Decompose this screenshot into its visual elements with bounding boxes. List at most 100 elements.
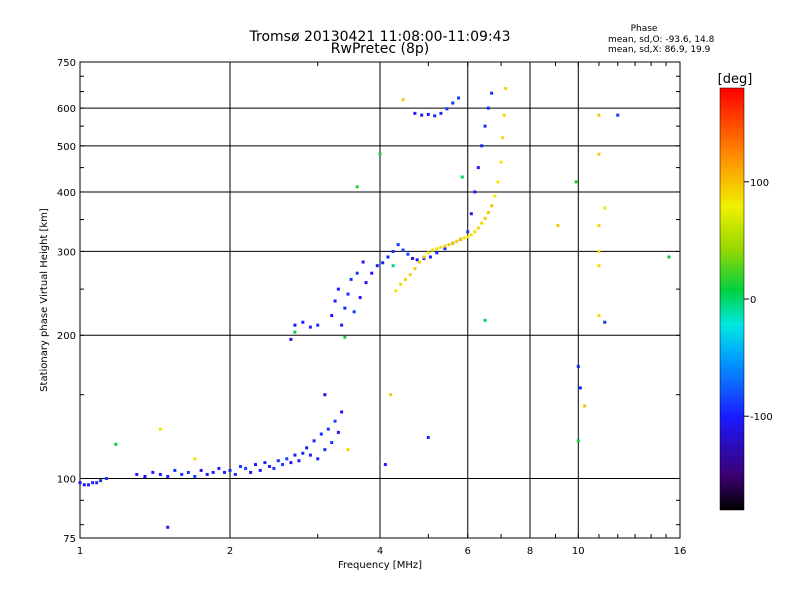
x-tick-label: 8 <box>527 546 533 557</box>
x-tick-label: 10 <box>572 546 585 557</box>
data-point <box>205 472 209 476</box>
data-point <box>486 106 490 110</box>
data-point <box>233 472 237 476</box>
data-point <box>391 249 395 253</box>
data-point <box>603 206 607 210</box>
data-point <box>389 393 393 397</box>
data-point <box>597 264 601 268</box>
data-point <box>95 481 99 485</box>
grid-lines <box>80 62 680 538</box>
data-point <box>375 264 379 268</box>
data-point <box>556 224 560 228</box>
data-point <box>343 306 347 310</box>
data-point <box>426 112 430 116</box>
data-point <box>364 281 368 285</box>
data-point <box>420 113 424 117</box>
data-point <box>413 111 417 115</box>
data-point <box>355 271 359 275</box>
data-point <box>346 448 350 452</box>
data-point <box>151 470 155 474</box>
chart-title: Tromsø 20130421 11:08:00-11:09:43 <box>249 29 511 45</box>
y-tick-label: 100 <box>57 475 76 486</box>
data-point <box>253 463 257 467</box>
y-tick-label: 300 <box>57 247 76 258</box>
data-point <box>173 468 177 472</box>
x-tick-label: 2 <box>227 546 233 557</box>
data-point <box>394 289 398 293</box>
data-point <box>78 481 82 485</box>
data-point <box>82 483 86 487</box>
data-point <box>490 204 494 208</box>
data-point <box>193 457 197 461</box>
data-point <box>616 113 620 117</box>
data-point <box>458 237 462 241</box>
data-point <box>285 457 289 461</box>
y-tick-label: 600 <box>57 104 76 115</box>
data-point <box>411 256 415 260</box>
data-point <box>574 180 578 184</box>
data-points <box>78 86 671 529</box>
data-point <box>308 325 312 329</box>
chart-subtitle: RwPretec (8p) <box>331 41 429 57</box>
data-point <box>267 464 271 468</box>
data-point <box>186 470 190 474</box>
data-point <box>597 249 601 253</box>
data-point <box>352 310 356 314</box>
data-point <box>358 296 362 300</box>
data-point <box>114 442 118 446</box>
data-point <box>422 255 426 259</box>
phase-stats: Phase mean, sd,O: -93.6, 14.8 mean, sd,X… <box>608 24 715 55</box>
data-point <box>104 477 108 481</box>
data-point <box>330 314 334 318</box>
data-point <box>301 451 305 455</box>
data-point <box>476 226 480 230</box>
y-tick-label: 200 <box>57 331 76 342</box>
data-point <box>308 453 312 457</box>
data-point <box>336 430 340 434</box>
data-point <box>493 194 497 198</box>
x-tick-label: 1 <box>77 546 83 557</box>
data-point <box>330 441 334 445</box>
data-point <box>319 432 323 436</box>
data-point <box>86 483 90 487</box>
data-point <box>244 466 248 470</box>
data-point <box>462 236 466 240</box>
data-point <box>239 464 243 468</box>
x-tick-label: 6 <box>465 546 471 557</box>
data-point <box>483 124 487 128</box>
colorbar-tick-label: 100 <box>750 178 769 189</box>
data-point <box>276 459 280 463</box>
data-point <box>443 247 447 251</box>
data-point <box>166 525 170 529</box>
data-point <box>396 243 400 247</box>
data-point <box>91 481 95 485</box>
data-point <box>166 474 170 478</box>
data-point <box>466 235 470 239</box>
data-point <box>403 277 407 281</box>
data-point <box>399 282 403 286</box>
data-point <box>439 111 443 115</box>
data-point <box>381 261 385 265</box>
data-point <box>135 472 139 476</box>
data-point <box>386 255 390 259</box>
data-point <box>501 136 505 140</box>
data-point <box>217 466 221 470</box>
data-point <box>316 457 320 461</box>
data-point <box>333 419 337 423</box>
data-point <box>406 252 410 256</box>
phase-stats-x-line: mean, sd,X: 86.9, 19.9 <box>608 45 711 55</box>
data-point <box>263 461 267 465</box>
data-point <box>158 472 162 476</box>
data-point <box>316 323 320 327</box>
data-point <box>346 292 350 296</box>
data-point <box>455 239 459 243</box>
data-point <box>480 221 484 225</box>
data-point <box>211 470 215 474</box>
colorbar-tick-label: -100 <box>750 412 773 423</box>
data-point <box>480 144 484 148</box>
data-point <box>597 152 601 156</box>
data-point <box>469 233 473 237</box>
phase-stats-o-line: mean, sd,O: -93.6, 14.8 <box>608 35 715 45</box>
data-point <box>408 273 412 277</box>
data-point <box>340 323 344 327</box>
